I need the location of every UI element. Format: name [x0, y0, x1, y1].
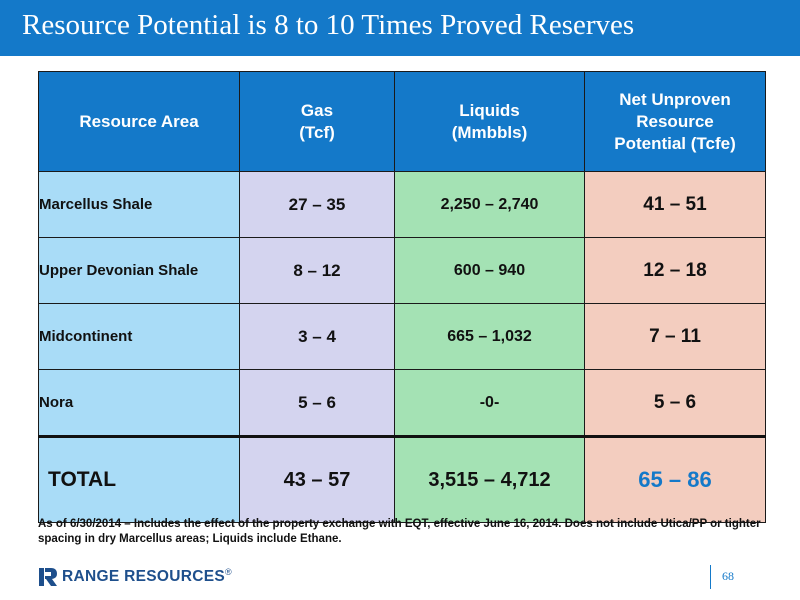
table-row: Upper Devonian Shale 8 – 12 600 – 940 12… — [38, 237, 766, 304]
total-row: TOTAL 43 – 57 3,515 – 4,712 65 – 86 — [38, 435, 766, 523]
row-gas: 27 – 35 — [239, 171, 395, 238]
header-net-line-3: Potential (Tcfe) — [614, 133, 736, 153]
header-resource-area: Resource Area — [38, 71, 240, 172]
table-header-row: Resource Area Gas (Tcf) Liquids (Mmbbls)… — [38, 71, 766, 172]
page-number: 68 — [722, 569, 734, 583]
total-gas: 43 – 57 — [239, 435, 395, 523]
row-area: Upper Devonian Shale — [38, 237, 240, 304]
header-net-line-2: Resource — [636, 111, 714, 131]
header-gas-line-1: Gas — [300, 100, 334, 120]
total-net: 65 – 86 — [584, 435, 766, 523]
row-liquids: 2,250 – 2,740 — [394, 171, 585, 238]
header-liquids-line-2: (Mmbbls) — [451, 122, 528, 142]
resource-table: Resource Area Gas (Tcf) Liquids (Mmbbls)… — [38, 71, 766, 523]
row-liquids: -0- — [394, 369, 585, 437]
table-row: Midcontinent 3 – 4 665 – 1,032 7 – 11 — [38, 303, 766, 370]
table-row: Nora 5 – 6 -0- 5 – 6 — [38, 369, 766, 437]
row-liquids: 600 – 940 — [394, 237, 585, 304]
total-liquids: 3,515 – 4,712 — [394, 435, 585, 523]
row-net: 12 – 18 — [584, 237, 766, 304]
header-liquids-line-1: Liquids — [459, 100, 520, 120]
row-net: 5 – 6 — [584, 369, 766, 437]
row-gas: 5 – 6 — [239, 369, 395, 437]
table-row: Marcellus Shale 27 – 35 2,250 – 2,740 41… — [38, 171, 766, 238]
logo-registered-mark: ® — [224, 567, 232, 578]
row-gas: 8 – 12 — [239, 237, 395, 304]
header-gas-line-2: (Tcf) — [299, 122, 335, 142]
header-gas: Gas (Tcf) — [239, 71, 395, 172]
row-area: Marcellus Shale — [38, 171, 240, 238]
row-area: Midcontinent — [38, 303, 240, 370]
row-gas: 3 – 4 — [239, 303, 395, 370]
header-net-line-1: Net Unproven — [619, 89, 731, 109]
title-bar: Resource Potential is 8 to 10 Times Prov… — [0, 0, 800, 56]
company-logo: RANGE RESOURCES® — [38, 566, 232, 588]
page-number-divider — [710, 565, 711, 589]
row-liquids: 665 – 1,032 — [394, 303, 585, 370]
range-logo-icon — [39, 568, 57, 586]
header-liquids: Liquids (Mmbbls) — [394, 71, 585, 172]
footnote: As of 6/30/2014 – Includes the effect of… — [38, 518, 761, 545]
total-label: TOTAL — [38, 435, 240, 523]
row-net: 7 – 11 — [584, 303, 766, 370]
slide-title: Resource Potential is 8 to 10 Times Prov… — [22, 9, 635, 41]
header-net-unproven: Net Unproven Resource Potential (Tcfe) — [584, 71, 766, 172]
row-area: Nora — [38, 369, 240, 437]
logo-wordmark: RANGE RESOURCES® — [62, 567, 232, 586]
row-net: 41 – 51 — [584, 171, 766, 238]
logo-text: RANGE RESOURCES — [62, 568, 225, 586]
